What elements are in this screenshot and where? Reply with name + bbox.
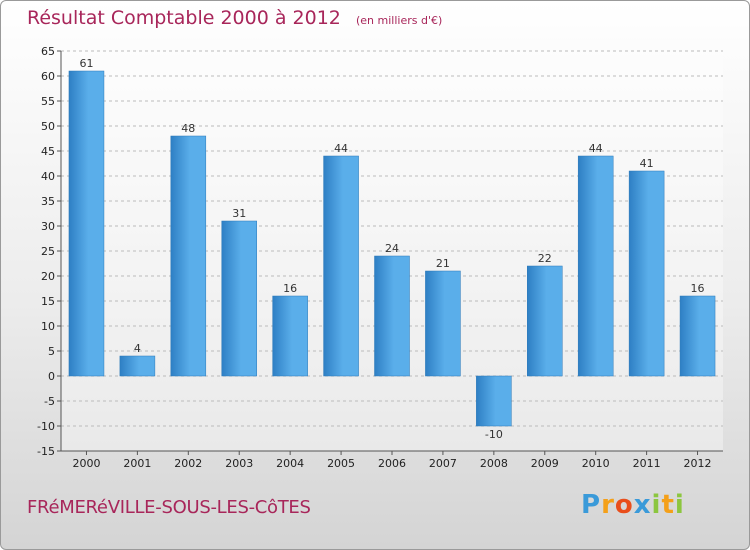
bar-2009	[527, 265, 563, 377]
data-label-2008: -10	[485, 428, 503, 441]
y-tick-label: 65	[41, 45, 55, 58]
bar-2002	[170, 135, 207, 377]
bar-2005	[323, 155, 359, 377]
bar-2010	[577, 155, 614, 377]
y-tick-label: 55	[41, 95, 55, 108]
logo-letter: P	[581, 490, 602, 520]
data-label-2011: 41	[640, 157, 654, 170]
x-tick-label-2009: 2009	[531, 457, 559, 470]
bar-2008	[476, 375, 512, 427]
title-row: Résultat Comptable 2000 à 2012 (en milli…	[27, 7, 442, 29]
x-tick-label-2010: 2010	[582, 457, 610, 470]
chart-title: Résultat Comptable 2000 à 2012	[27, 7, 341, 29]
x-tick-label-2000: 2000	[72, 457, 100, 470]
y-tick-label: 20	[41, 270, 55, 283]
data-label-2001: 4	[134, 342, 141, 355]
bar-2007	[425, 270, 461, 377]
y-tick-label: -5	[44, 395, 55, 408]
y-tick-label: 35	[41, 195, 55, 208]
bar-2011	[628, 170, 665, 377]
data-label-2003: 31	[232, 207, 246, 220]
x-tick-label-2002: 2002	[174, 457, 202, 470]
bar-2012	[679, 295, 716, 377]
y-tick-label: 0	[48, 370, 55, 383]
y-tick-label: 45	[41, 145, 55, 158]
y-tick-label: 30	[41, 220, 55, 233]
data-label-2005: 44	[334, 142, 348, 155]
logo-letter: i	[651, 490, 662, 520]
bar-2000	[68, 70, 105, 377]
x-tick-label-2005: 2005	[327, 457, 355, 470]
chart-subtitle: (en milliers d'€)	[355, 14, 443, 27]
bar-2006	[374, 255, 410, 377]
y-tick-label: 5	[48, 345, 55, 358]
x-tick-label-2008: 2008	[480, 457, 508, 470]
x-tick-label-2004: 2004	[276, 457, 304, 470]
y-tick-label: 40	[41, 170, 55, 183]
y-tick-label: -10	[37, 420, 55, 433]
y-tick-label: 15	[41, 295, 55, 308]
bar-2003	[221, 220, 257, 377]
data-label-2004: 16	[283, 282, 297, 295]
x-tick-label-2007: 2007	[429, 457, 457, 470]
logo-letter: i	[674, 490, 685, 520]
logo-letter: o	[614, 490, 634, 520]
bar-2001	[119, 355, 156, 377]
bar-2004	[272, 295, 308, 377]
logo-letter: r	[601, 490, 615, 520]
data-label-2009: 22	[538, 252, 552, 265]
logo-letter: t	[661, 490, 675, 520]
data-label-2002: 48	[181, 122, 195, 135]
x-tick-label-2011: 2011	[633, 457, 661, 470]
logo-letter: x	[633, 490, 652, 520]
x-tick-label-2006: 2006	[378, 457, 406, 470]
proxiti-logo[interactable]: Proxiti	[581, 490, 685, 520]
y-tick-label: 50	[41, 120, 55, 133]
x-tick-label-2003: 2003	[225, 457, 253, 470]
x-tick-label-2012: 2012	[684, 457, 712, 470]
y-tick-label: 10	[41, 320, 55, 333]
y-tick-label: -15	[37, 445, 55, 458]
x-tick-label-2001: 2001	[123, 457, 151, 470]
data-label-2012: 16	[691, 282, 705, 295]
data-label-2000: 61	[79, 57, 93, 70]
data-label-2007: 21	[436, 257, 450, 270]
data-label-2006: 24	[385, 242, 399, 255]
y-tick-label: 60	[41, 70, 55, 83]
y-tick-label: 25	[41, 245, 55, 258]
data-label-2010: 44	[589, 142, 603, 155]
commune-name: FRéMERéVILLE-SOUS-LES-CôTES	[27, 497, 311, 518]
